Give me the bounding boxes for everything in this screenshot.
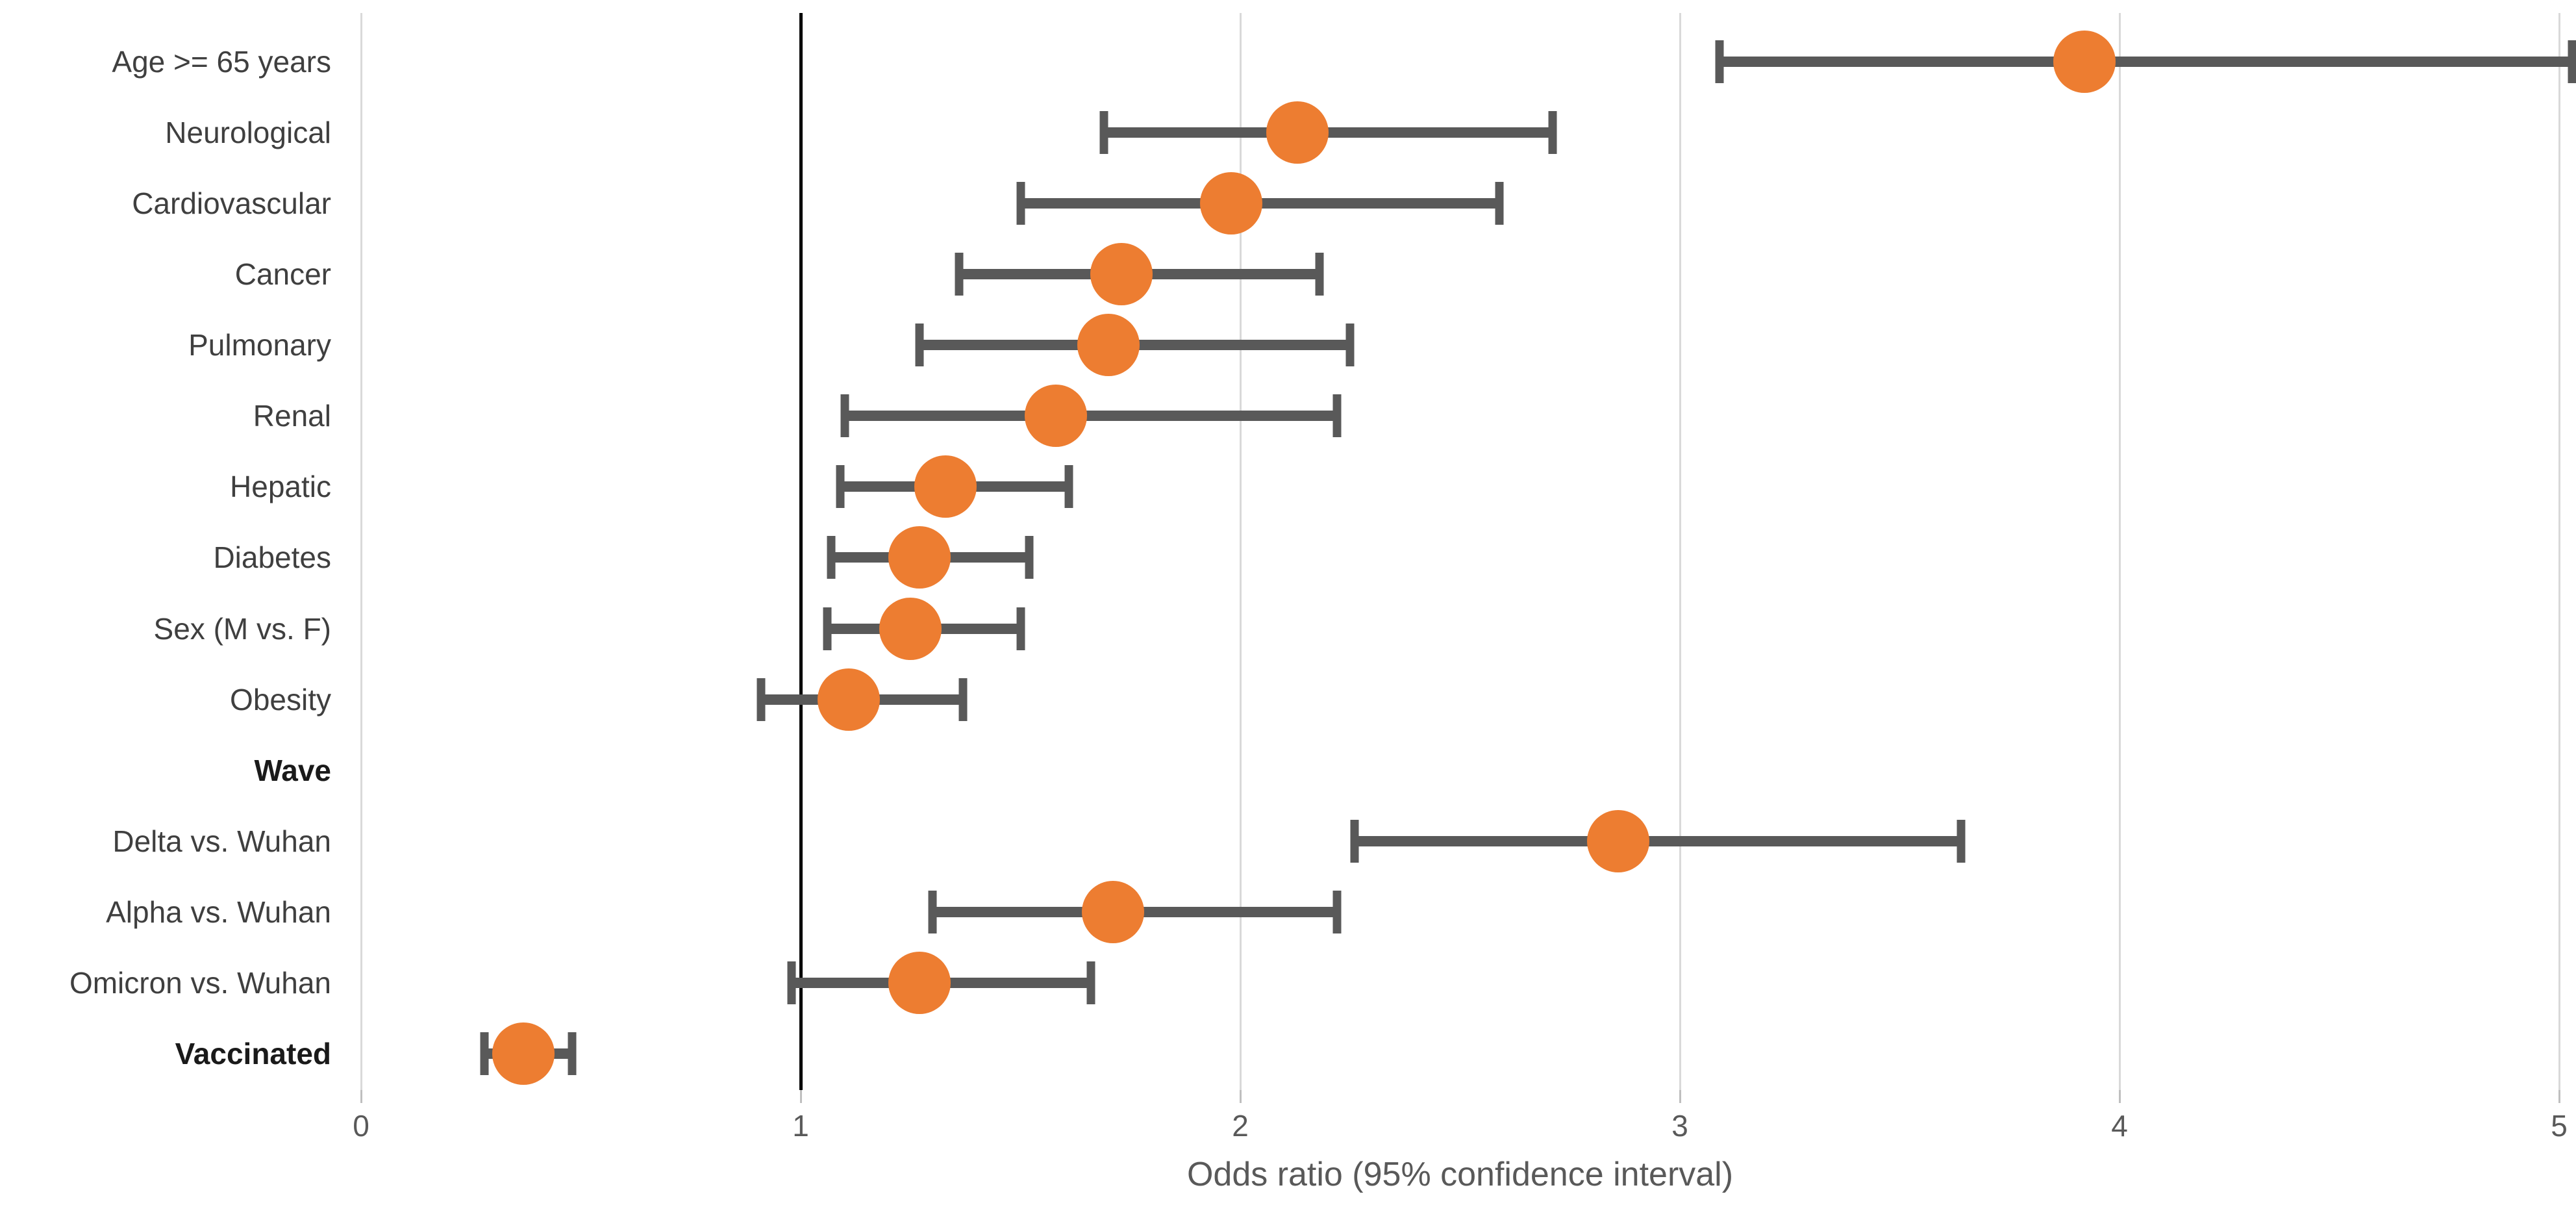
x-gridline-3	[1679, 13, 1681, 1090]
ci-cap-right-hepatic	[1064, 465, 1073, 509]
or-point-renal	[1024, 385, 1087, 448]
ci-cap-left-delta-vs-wuhan	[1350, 819, 1359, 863]
or-point-omicron-vs-wuhan	[888, 951, 951, 1014]
x-tick-5	[2558, 1090, 2560, 1103]
ci-cap-left-obesity	[757, 678, 766, 721]
x-tick-label-0: 0	[353, 1109, 369, 1143]
x-tick-1	[799, 1090, 802, 1103]
x-tick-2	[1239, 1090, 1242, 1103]
or-point-obesity	[818, 668, 881, 731]
category-label-pulmonary: Pulmonary	[188, 328, 331, 362]
ci-cap-left-neurological	[1099, 111, 1108, 155]
x-gridline-5	[2558, 13, 2560, 1090]
ci-bar-delta-vs-wuhan	[1355, 835, 1962, 846]
category-label-cardiovascular: Cardiovascular	[132, 186, 331, 221]
category-label-omicron-vs-wuhan: Omicron vs. Wuhan	[69, 965, 331, 1000]
category-label-alpha-vs-wuhan: Alpha vs. Wuhan	[106, 895, 331, 929]
x-tick-label-2: 2	[1232, 1109, 1249, 1143]
ci-cap-right-diabetes	[1025, 536, 1034, 579]
x-gridline-2	[1239, 13, 1242, 1090]
or-point-delta-vs-wuhan	[1587, 809, 1650, 872]
ci-cap-right-alpha-vs-wuhan	[1332, 890, 1342, 933]
category-label-vaccinated: Vaccinated	[175, 1036, 331, 1071]
ci-bar-renal	[844, 411, 1337, 422]
or-point-age-65-years	[2053, 31, 2116, 93]
x-tick-3	[1679, 1090, 1681, 1103]
x-tick-label-1: 1	[792, 1109, 809, 1143]
or-point-vaccinated	[492, 1022, 555, 1085]
ci-cap-left-age-65-years	[1715, 40, 1724, 83]
ci-cap-right-age-65-years	[2568, 40, 2576, 83]
category-label-diabetes: Diabetes	[213, 540, 331, 575]
ci-cap-left-cancer	[955, 253, 964, 296]
ci-cap-left-omicron-vs-wuhan	[787, 961, 796, 1004]
x-tick-label-4: 4	[2111, 1109, 2128, 1143]
or-point-alpha-vs-wuhan	[1081, 880, 1144, 943]
x-tick-label-3: 3	[1671, 1109, 1688, 1143]
ci-cap-right-neurological	[1548, 111, 1557, 155]
category-label-neurological: Neurological	[165, 116, 331, 150]
ci-cap-right-sex-m-vs-f	[1016, 607, 1025, 650]
or-point-neurological	[1266, 101, 1329, 164]
or-point-diabetes	[888, 526, 951, 589]
ci-cap-left-renal	[840, 394, 849, 438]
ci-cap-left-alpha-vs-wuhan	[928, 890, 937, 933]
ci-cap-right-pulmonary	[1345, 324, 1355, 367]
ci-cap-right-vaccinated	[568, 1032, 577, 1075]
ci-cap-right-obesity	[958, 678, 968, 721]
category-label-age-65-years: Age >= 65 years	[112, 45, 331, 79]
category-label-hepatic: Hepatic	[230, 470, 331, 504]
category-label-cancer: Cancer	[234, 257, 331, 292]
ci-cap-right-renal	[1332, 394, 1342, 438]
category-label-obesity: Obesity	[230, 682, 331, 717]
category-label-sex-m-vs-f: Sex (M vs. F)	[153, 611, 331, 646]
x-gridline-4	[2118, 13, 2121, 1090]
reference-line-or-1	[799, 13, 803, 1090]
category-label-renal: Renal	[253, 399, 331, 433]
ci-bar-age-65-years	[1719, 57, 2573, 67]
or-point-hepatic	[914, 455, 977, 518]
x-tick-4	[2118, 1090, 2121, 1103]
x-tick-label-5: 5	[2551, 1109, 2568, 1143]
x-gridline-0	[360, 13, 362, 1090]
ci-cap-left-vaccinated	[480, 1032, 489, 1075]
or-point-pulmonary	[1077, 314, 1140, 377]
ci-cap-right-delta-vs-wuhan	[1957, 819, 1966, 863]
ci-cap-right-cancer	[1315, 253, 1324, 296]
category-label-wave: Wave	[254, 753, 331, 787]
ci-cap-left-cardiovascular	[1016, 182, 1025, 225]
ci-cap-right-omicron-vs-wuhan	[1086, 961, 1095, 1004]
x-tick-0	[360, 1090, 362, 1103]
category-label-delta-vs-wuhan: Delta vs. Wuhan	[112, 824, 331, 858]
ci-cap-left-sex-m-vs-f	[823, 607, 832, 650]
or-point-cancer	[1090, 243, 1153, 306]
ci-cap-left-diabetes	[827, 536, 836, 579]
or-point-sex-m-vs-f	[879, 597, 942, 660]
ci-cap-left-pulmonary	[915, 324, 924, 367]
or-point-cardiovascular	[1200, 172, 1263, 235]
ci-cap-right-cardiovascular	[1495, 182, 1504, 225]
ci-cap-left-hepatic	[836, 465, 845, 509]
x-axis-title: Odds ratio (95% confidence interval)	[1186, 1156, 1734, 1193]
